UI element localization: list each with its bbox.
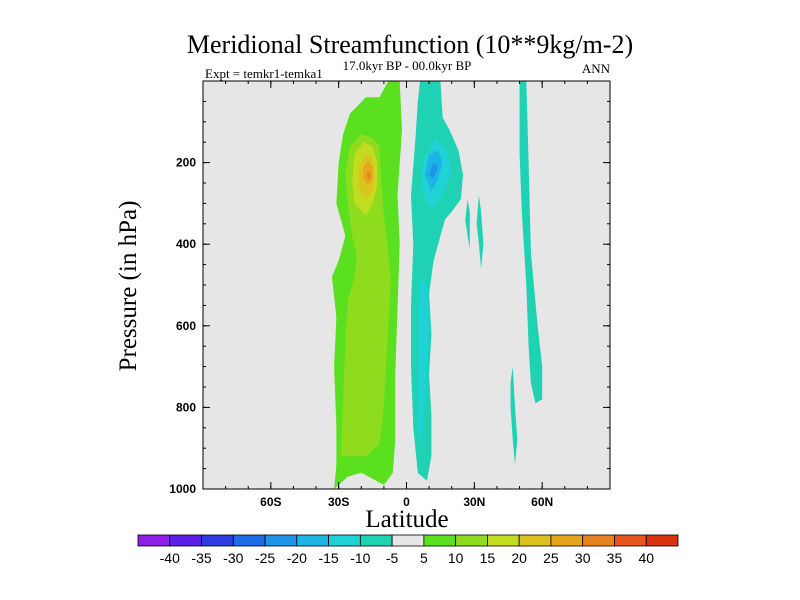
y-axis-title: Pressure (in hPa): [115, 201, 142, 372]
colorbar-label: -15: [318, 550, 338, 566]
y-tick-label: 600: [176, 319, 196, 333]
colorbar-swatch: [582, 534, 615, 547]
colorbar-swatch: [487, 534, 520, 547]
colorbar-label: 30: [575, 550, 591, 566]
colorbar-swatch: [359, 534, 393, 547]
colorbar-swatch: [645, 534, 679, 547]
colorbar-label: 25: [543, 550, 559, 566]
plot-background: [203, 81, 610, 489]
colorbar-label: -35: [191, 550, 211, 566]
colorbar-label: -20: [287, 550, 307, 566]
colorbar-swatch: [423, 534, 457, 547]
contour-region-14: [429, 162, 439, 179]
colorbar-swatch: [296, 534, 329, 547]
colorbar-label: 5: [420, 550, 428, 566]
y-tick-label: 800: [176, 400, 196, 414]
colorbar-swatch: [201, 534, 234, 547]
colorbar-label: 40: [638, 550, 654, 566]
colorbar-label: -40: [160, 550, 180, 566]
x-tick-label: 0: [403, 495, 410, 509]
colorbar-label: -5: [386, 550, 399, 566]
contour-region-9: [519, 81, 543, 404]
y-tick-label: 400: [176, 237, 196, 251]
contour-region-8: [476, 195, 484, 269]
colorbar-swatch: [328, 534, 361, 547]
y-tick-label: 200: [176, 156, 196, 170]
colorbar-label: 20: [511, 550, 527, 566]
x-axis-title: Latitude: [365, 506, 448, 533]
contour-region-10: [510, 366, 518, 465]
x-tick-label: 60N: [531, 495, 553, 509]
contour-region-12: [417, 276, 430, 449]
experiment-label: Expt = temkr1-temka1: [205, 66, 323, 81]
colorbar-label: -25: [255, 550, 275, 566]
colorbar-label: 10: [448, 550, 464, 566]
time-range-label: 17.0kyr BP - 00.0kyr BP: [343, 58, 472, 73]
y-tick-label: 1000: [169, 482, 196, 496]
chart-title: Meridional Streamfunction (10**9kg/m-2): [187, 30, 633, 59]
colorbar-swatch: [264, 534, 298, 547]
colorbar-swatch: [614, 534, 647, 547]
contour-region-7: [465, 199, 470, 249]
colorbar-swatch: [455, 534, 488, 547]
colorbar-swatch: [518, 534, 552, 547]
x-tick-label: 60S: [260, 495, 281, 509]
colorbar-swatch: [137, 534, 171, 547]
colorbar-swatch: [169, 534, 202, 547]
contour-region-5: [366, 172, 371, 181]
x-tick-label: 30S: [328, 495, 349, 509]
colorbar-label: -10: [350, 550, 370, 566]
colorbar-swatch: [232, 534, 266, 547]
colorbar-label: 35: [607, 550, 623, 566]
colorbar-swatch: [391, 534, 425, 547]
colorbar-label: 15: [480, 550, 496, 566]
contour-region-1: [340, 134, 391, 457]
x-tick-label: 30N: [463, 495, 485, 509]
colorbar-swatch: [550, 534, 584, 547]
season-label: ANN: [582, 61, 611, 76]
colorbar-label: -30: [223, 550, 243, 566]
